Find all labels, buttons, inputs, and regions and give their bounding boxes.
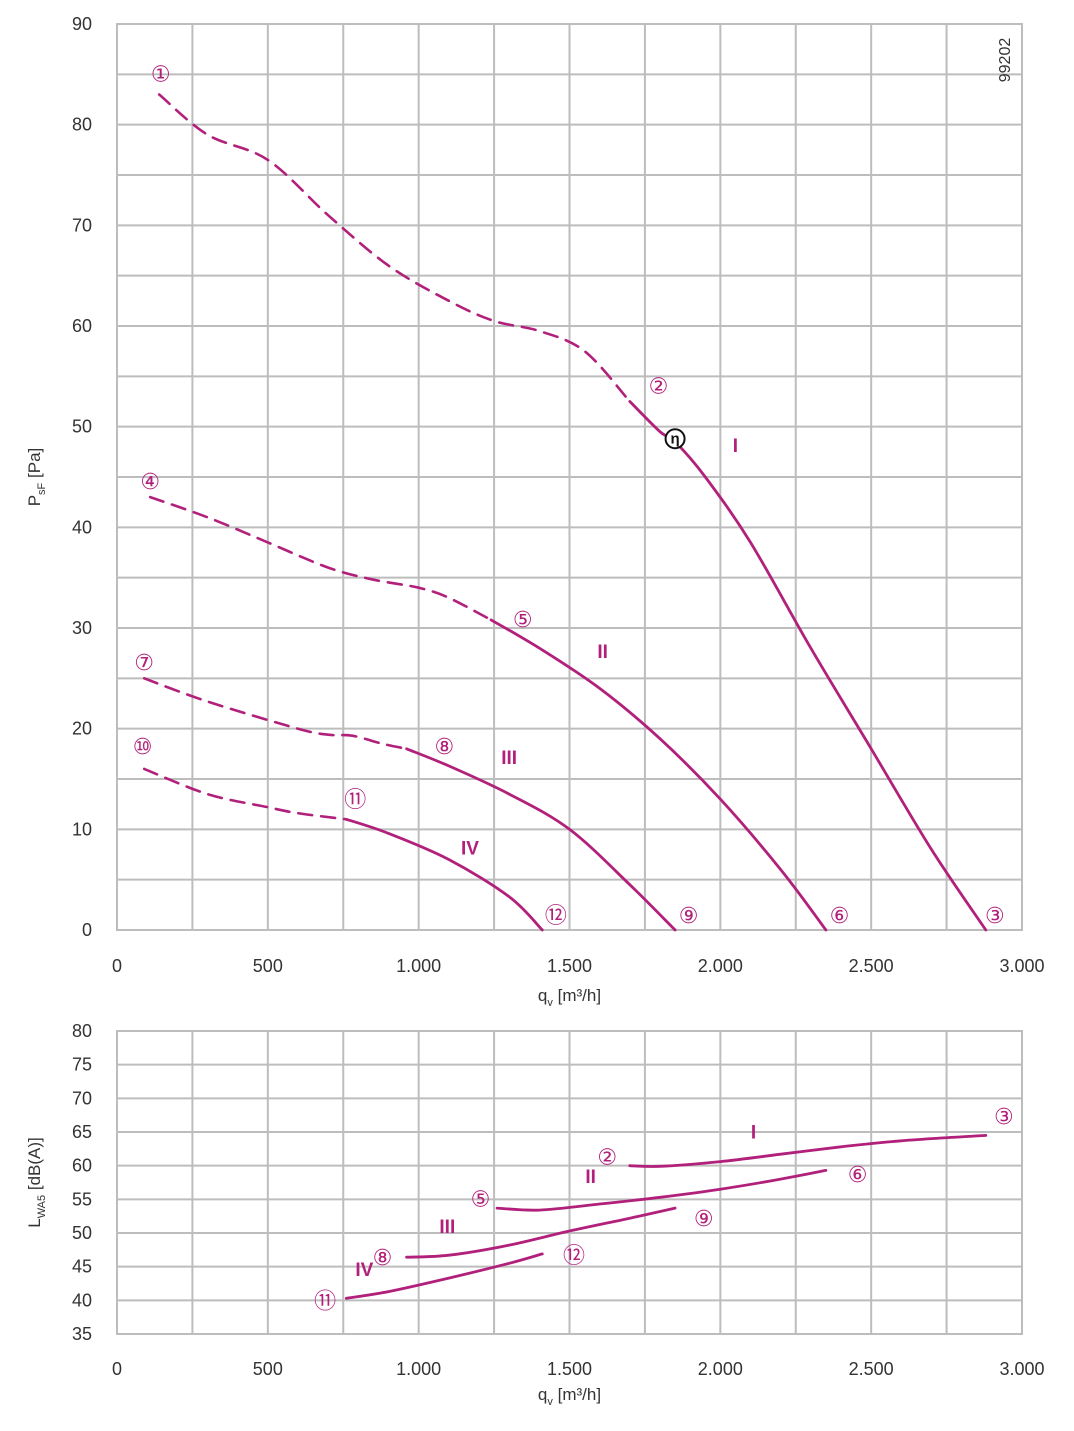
chart-sound-operating-point-marker: ⑧ — [373, 1245, 393, 1270]
chart-pressure-x-tick-label: 1.000 — [396, 956, 441, 976]
chart-sound-operating-point-marker: ⑥ — [848, 1162, 868, 1187]
chart-pressure-series-II-solid-line — [489, 618, 828, 932]
chart-sound-series-label-IV: IV — [355, 1260, 373, 1281]
chart-sound-series-IV: IV — [344, 1252, 544, 1300]
chart-pressure-series-label-III: III — [501, 748, 517, 769]
chart-pressure-series-III-solid-line — [405, 747, 677, 932]
chart-pressure-operating-point-marker: ⑪ — [344, 787, 366, 812]
chart-sound-x-tick-label: 2.000 — [698, 1359, 743, 1379]
chart-pressure-series-label-II: II — [597, 642, 608, 663]
chart-pressure-x-axis-label: qv [m³/h] — [538, 986, 601, 1009]
chart-sound-operating-point-marker: ⑪ — [314, 1289, 336, 1314]
chart-pressure-efficiency-marker-label: η — [670, 431, 679, 448]
chart-sound-series-III: III — [405, 1206, 677, 1259]
chart-pressure-x-tick-label: 1.500 — [547, 956, 592, 976]
chart-pressure-operating-point-marker: ⑥ — [830, 903, 850, 928]
chart-sound-y-tick-label: 50 — [72, 1223, 92, 1243]
chart-pressure-x-tick-label: 0 — [112, 956, 122, 976]
chart-pressure-series-IV: IV — [142, 767, 544, 932]
chart-sound-y-tick-label: 70 — [72, 1088, 92, 1108]
chart-pressure-y-axis-label: PsF [Pa] — [25, 448, 48, 507]
chart-pressure-series-IV-dashed-line — [142, 767, 348, 821]
chart-sound-y-tick-label: 35 — [72, 1324, 92, 1344]
chart-pressure-series-II: II — [148, 495, 828, 932]
chart-pressure-y-tick-label: 50 — [72, 417, 92, 437]
chart-pressure-operating-point-marker: ⑩ — [133, 734, 153, 759]
chart-pressure: 0 500 1.000 1.500 2.000 2.500 3.000 0 10 20 30 40 50… — [25, 14, 1045, 1009]
chart-sound-y-tick-label: 75 — [72, 1055, 92, 1075]
chart-pressure-operating-point-marker: ⑫ — [545, 903, 567, 928]
chart-sound-series-label-I: I — [751, 1123, 756, 1144]
chart-pressure-operating-point-marker: ⑤ — [513, 607, 533, 632]
chart-sound-operating-point-marker: ⑫ — [563, 1243, 585, 1268]
chart-sound-x-tick-label: 1.500 — [547, 1359, 592, 1379]
chart-pressure-y-tick-label: 10 — [72, 819, 92, 839]
chart-sound: 0 500 1.000 1.500 2.000 2.500 3.000 35 40 45 50 55 6… — [25, 1021, 1045, 1408]
chart-pressure-series-II-dashed-line — [148, 495, 493, 622]
chart-pressure-y-tick-label: 60 — [72, 316, 92, 336]
chart-pressure-x-tick-label: 500 — [253, 956, 283, 976]
chart-pressure-x-tick-label: 3.000 — [999, 956, 1044, 976]
chart-pressure-operating-point-marker: ⑨ — [679, 903, 699, 928]
chart-pressure-operating-point-marker: ① — [151, 61, 171, 86]
chart-pressure-y-tick-label: 0 — [82, 920, 92, 940]
chart-pressure-series-I-dashed-line — [157, 93, 632, 403]
chart-sound-operating-point-marker: ⑤ — [471, 1186, 491, 1211]
chart-sound-series-IV-solid-line — [344, 1252, 544, 1300]
chart-sound-x-tick-label: 3.000 — [999, 1359, 1044, 1379]
chart-sound-y-tick-label: 55 — [72, 1189, 92, 1209]
chart-sound-x-tick-label: 2.500 — [849, 1359, 894, 1379]
chart-pressure-y-tick-label: 30 — [72, 618, 92, 638]
chart-pressure-x-tick-label: 2.500 — [849, 956, 894, 976]
chart-pressure-operating-point-marker: ③ — [985, 903, 1005, 928]
chart-sound-y-tick-label: 45 — [72, 1257, 92, 1277]
document-number: 99202 — [997, 38, 1014, 83]
chart-pressure-series-label-I: I — [733, 436, 738, 457]
chart-sound-y-axis-label: LWA5 [dB(A)] — [25, 1137, 48, 1228]
chart-sound-operating-point-marker: ③ — [994, 1104, 1014, 1129]
chart-pressure-series-III-dashed-line — [142, 677, 408, 751]
chart-sound-operating-point-marker: ② — [597, 1145, 617, 1170]
chart-pressure-efficiency-marker-circle — [664, 428, 686, 450]
chart-sound-series-I-solid-line — [628, 1134, 988, 1168]
chart-sound-series-II-solid-line — [495, 1169, 828, 1212]
chart-sound-x-tick-label: 0 — [112, 1359, 122, 1379]
chart-pressure-operating-point-marker: ④ — [140, 469, 160, 494]
chart-pressure-y-tick-label: 90 — [72, 14, 92, 34]
chart-pressure-y-tick-label: 70 — [72, 215, 92, 235]
chart-sound-series-II: II — [495, 1167, 828, 1212]
chart-pressure-y-tick-label: 80 — [72, 115, 92, 135]
chart-sound-y-tick-label: 60 — [72, 1156, 92, 1176]
chart-sound-series-label-III: III — [439, 1217, 455, 1238]
chart-pressure-x-tick-label: 2.000 — [698, 956, 743, 976]
chart-sound-x-axis-label: qv [m³/h] — [538, 1385, 601, 1408]
chart-pressure-y-tick-label: 40 — [72, 517, 92, 537]
chart-pressure-y-tick-label: 20 — [72, 719, 92, 739]
chart-pressure-series-label-IV: IV — [461, 839, 479, 860]
chart-sound-series-label-II: II — [585, 1167, 596, 1188]
chart-pressure-operating-point-marker: ② — [649, 373, 669, 398]
chart-sound-series-III-solid-line — [405, 1206, 677, 1259]
chart-pressure-operating-point-marker: ⑧ — [434, 734, 454, 759]
chart-sound-x-tick-label: 1.000 — [396, 1359, 441, 1379]
chart-pressure-operating-point-marker: ⑦ — [134, 650, 154, 675]
chart-pressure-series-III: III — [142, 677, 677, 932]
chart-sound-y-tick-label: 80 — [72, 1021, 92, 1041]
chart-sound-operating-point-marker: ⑨ — [694, 1206, 714, 1231]
chart-sound-y-tick-label: 65 — [72, 1122, 92, 1142]
chart-sound-x-tick-label: 500 — [253, 1359, 283, 1379]
chart-pressure-series-IV-solid-line — [344, 817, 544, 932]
chart-sound-series-I: I — [628, 1123, 988, 1168]
chart-sound-y-tick-label: 40 — [72, 1290, 92, 1310]
